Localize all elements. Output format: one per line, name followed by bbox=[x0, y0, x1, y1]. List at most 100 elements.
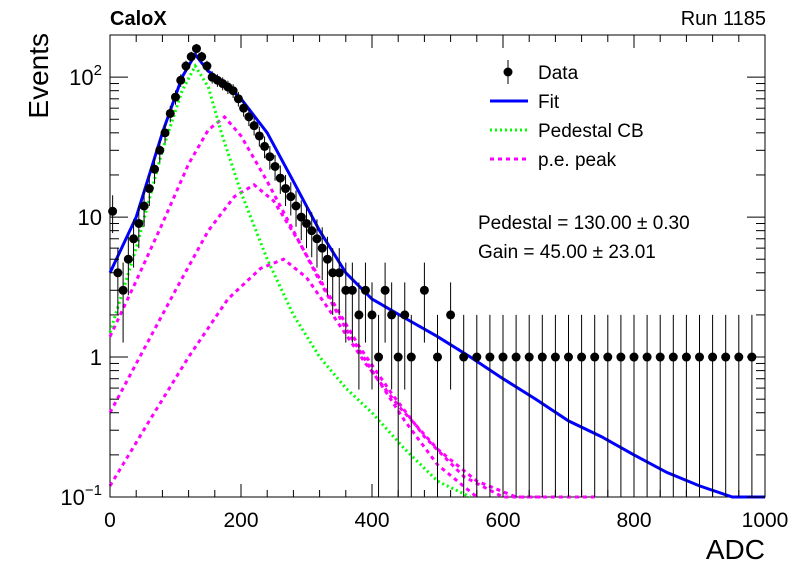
y-tick-label: 102 bbox=[69, 62, 102, 90]
data-point bbox=[254, 131, 264, 141]
data-point bbox=[485, 352, 495, 362]
data-point bbox=[380, 285, 390, 295]
data-point bbox=[281, 184, 291, 194]
data-point bbox=[176, 75, 186, 85]
data-point bbox=[347, 285, 357, 295]
data-point bbox=[419, 285, 429, 295]
data-point bbox=[265, 152, 275, 162]
data-point bbox=[129, 234, 139, 244]
data-point bbox=[171, 92, 180, 102]
data-point bbox=[721, 352, 731, 362]
x-tick-label: 800 bbox=[616, 509, 651, 532]
data-point bbox=[681, 352, 691, 362]
legend-label: Fit bbox=[538, 92, 560, 113]
data-point bbox=[590, 352, 600, 362]
data-point bbox=[191, 44, 201, 54]
data-point bbox=[498, 352, 508, 362]
data-point bbox=[642, 352, 652, 362]
data-point bbox=[123, 254, 133, 264]
x-tick-label: 1000 bbox=[742, 509, 789, 532]
data-point bbox=[603, 352, 613, 362]
data-point bbox=[291, 201, 301, 211]
x-tick-label: 400 bbox=[354, 509, 389, 532]
fit-annotation: Pedestal = 130.00 ± 0.30 bbox=[478, 213, 690, 234]
data-point bbox=[317, 243, 327, 253]
data-point bbox=[354, 310, 364, 320]
data-point bbox=[393, 352, 403, 362]
y-tick-label: 10−1 bbox=[60, 482, 102, 510]
data-point bbox=[139, 201, 149, 211]
x-tick-label: 600 bbox=[485, 509, 520, 532]
data-point bbox=[734, 352, 744, 362]
data-point bbox=[360, 285, 370, 295]
data-point bbox=[307, 226, 317, 236]
data-point bbox=[270, 161, 280, 171]
fit-annotation: Gain = 45.00 ± 23.01 bbox=[478, 242, 656, 263]
data-point bbox=[108, 206, 118, 216]
legend-label: p.e. peak bbox=[538, 150, 617, 171]
data-point bbox=[400, 310, 410, 320]
data-point bbox=[459, 352, 469, 362]
data-point bbox=[228, 86, 238, 96]
data-point bbox=[144, 184, 154, 194]
pedestal-cb-series bbox=[108, 62, 471, 499]
data-point bbox=[249, 121, 259, 131]
y-axis-title: Events bbox=[23, 33, 54, 119]
y-tick-label: 10 bbox=[78, 205, 102, 230]
data-point bbox=[629, 352, 639, 362]
data-point bbox=[433, 352, 442, 362]
data-point bbox=[387, 310, 397, 320]
data-point bbox=[202, 61, 212, 71]
data-point bbox=[374, 352, 384, 362]
data-point bbox=[695, 352, 704, 362]
data-point bbox=[165, 108, 175, 118]
legend-label: Pedestal CB bbox=[538, 121, 644, 142]
data-point bbox=[233, 94, 243, 104]
data-point bbox=[708, 352, 718, 362]
data-point bbox=[160, 128, 170, 138]
data-point bbox=[118, 285, 128, 295]
data-point bbox=[524, 352, 534, 362]
pe-peak-series bbox=[108, 182, 543, 499]
data-point bbox=[446, 310, 456, 320]
data-point bbox=[155, 145, 165, 155]
pe-peak-series bbox=[108, 114, 478, 499]
x-tick-label: 0 bbox=[104, 509, 116, 532]
run-label: Run 1185 bbox=[680, 8, 766, 30]
data-point bbox=[239, 103, 249, 113]
data-point bbox=[286, 192, 296, 202]
data-point bbox=[537, 352, 547, 362]
data-point bbox=[302, 218, 311, 228]
data-point bbox=[312, 234, 322, 244]
data-point bbox=[668, 352, 678, 362]
data-point bbox=[296, 212, 306, 222]
data-point bbox=[260, 141, 270, 151]
data-point bbox=[150, 164, 160, 174]
legend-marker-data bbox=[503, 67, 513, 77]
x-tick-label: 200 bbox=[223, 509, 258, 532]
data-point bbox=[275, 173, 285, 183]
data-point bbox=[577, 352, 587, 362]
data-point bbox=[328, 268, 338, 278]
data-point bbox=[341, 285, 351, 295]
data-point bbox=[616, 352, 626, 362]
data-point bbox=[564, 352, 573, 362]
x-axis-title: ADC bbox=[706, 534, 765, 565]
data-point bbox=[197, 52, 207, 62]
data-point bbox=[472, 352, 482, 362]
data-point bbox=[334, 268, 344, 278]
data-point bbox=[550, 352, 560, 362]
data-point bbox=[511, 352, 521, 362]
data-point bbox=[181, 61, 191, 71]
data-point bbox=[134, 218, 144, 228]
experiment-label: CaloX bbox=[110, 8, 167, 30]
data-point bbox=[655, 352, 665, 362]
data-point bbox=[322, 254, 332, 264]
y-tick-label: 1 bbox=[90, 345, 102, 370]
data-point bbox=[186, 52, 196, 62]
data-point bbox=[406, 352, 416, 362]
data-point bbox=[367, 310, 377, 320]
data-point bbox=[244, 112, 254, 122]
legend-label: Data bbox=[538, 63, 579, 84]
